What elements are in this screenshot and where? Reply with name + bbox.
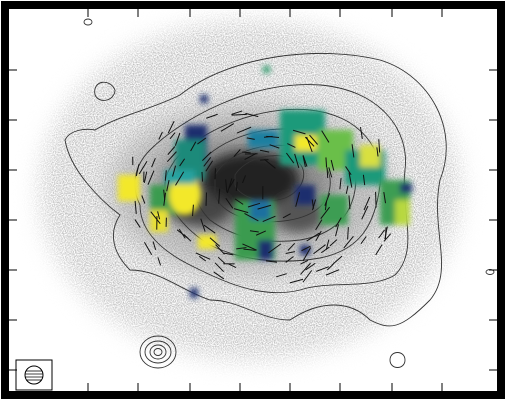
vector bbox=[326, 157, 327, 167]
polarization-map bbox=[0, 0, 506, 400]
beam-symbol bbox=[16, 360, 52, 390]
vector bbox=[385, 227, 386, 238]
vector bbox=[376, 192, 377, 208]
vector bbox=[202, 172, 203, 182]
image-area bbox=[10, 10, 498, 392]
vector bbox=[327, 168, 328, 179]
